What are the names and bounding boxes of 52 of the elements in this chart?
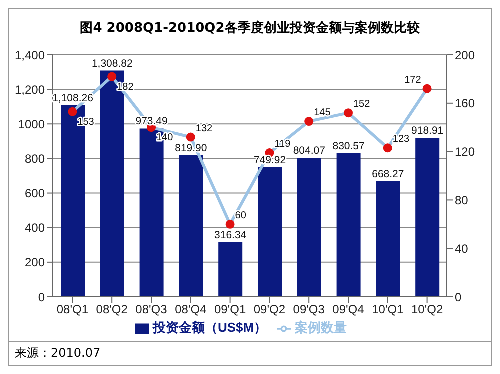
source-note: 来源：2010.07 — [15, 346, 101, 360]
y2-tick-label: 0 — [455, 290, 462, 304]
data-label: 152 — [354, 99, 371, 110]
y-tick-label: 0 — [38, 290, 46, 304]
x-tick-label: 09'Q3 — [293, 302, 326, 317]
x-tick-label: 09'Q4 — [332, 302, 365, 317]
bar — [297, 158, 322, 297]
data-label: 973.49 — [136, 116, 168, 128]
bar — [258, 167, 282, 297]
legend-label: 案例数量 — [295, 320, 348, 335]
data-label: 145 — [314, 108, 332, 119]
y-tick-label: 800 — [24, 152, 46, 166]
y-tick-label: 400 — [24, 221, 46, 236]
y-tick-label: 200 — [24, 256, 46, 270]
x-tick-label: 09'Q1 — [214, 302, 246, 317]
data-label: 119 — [274, 139, 292, 150]
x-tick-label: 09'Q2 — [254, 302, 286, 317]
data-label: 132 — [196, 123, 214, 134]
y-tick-label: 1,200 — [14, 82, 46, 97]
data-label: 918.91 — [412, 125, 444, 138]
data-label: 668.27 — [372, 168, 404, 180]
data-label: 1,308.82 — [92, 58, 133, 70]
data-label: 804.07 — [293, 145, 326, 158]
chart-title: 图4 2008Q1-2010Q2各季度创业投资金额与案例数比较 — [79, 20, 421, 37]
data-label: 60 — [235, 210, 247, 222]
x-tick-label: 10'Q2 — [411, 302, 444, 317]
data-label: 316.34 — [214, 229, 247, 242]
data-label: 172 — [404, 74, 422, 86]
legend-label: 投资金额（US$M） — [152, 320, 268, 335]
x-tick-label: 08'Q4 — [175, 302, 208, 317]
y2-tick-label: 120 — [455, 145, 476, 160]
y2-tick-label: 80 — [455, 193, 469, 208]
bar — [336, 153, 361, 297]
bar — [218, 242, 243, 297]
y2-tick-label: 200 — [455, 48, 476, 62]
data-label: 153 — [78, 116, 95, 128]
bar — [376, 181, 400, 297]
x-tick-label: 08'Q2 — [96, 302, 128, 317]
y-tick-label: 1000 — [18, 117, 46, 132]
bar — [179, 155, 204, 297]
y-tick-label: 1,400 — [14, 48, 46, 62]
y2-tick-label: 40 — [455, 242, 469, 256]
y2-tick-label: 160 — [455, 96, 476, 111]
data-label: 749.92 — [254, 154, 286, 166]
y-tick-label: 600 — [24, 186, 46, 201]
data-label: 830.57 — [332, 140, 366, 152]
x-tick-label: 08'Q3 — [136, 302, 168, 317]
data-label: 123 — [392, 134, 410, 146]
data-label: 819.90 — [175, 142, 208, 154]
x-tick-label: 08'Q1 — [56, 302, 89, 317]
bar — [416, 138, 440, 297]
x-tick-label: 10'Q1 — [372, 302, 404, 317]
